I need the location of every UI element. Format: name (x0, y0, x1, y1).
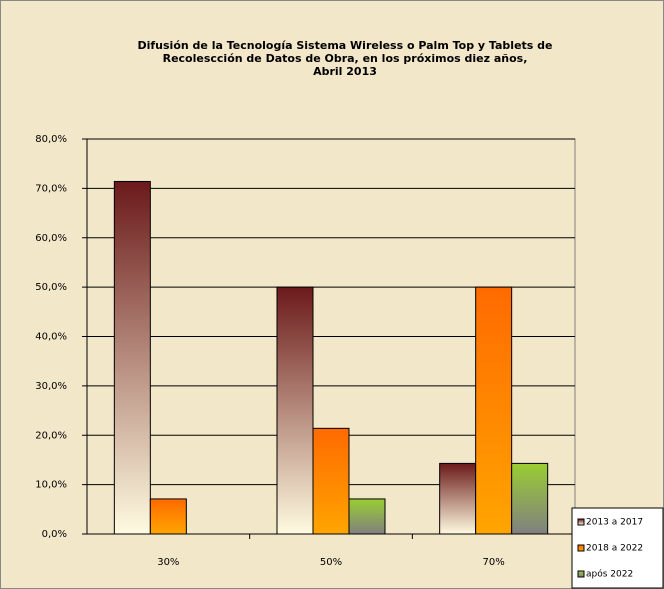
legend-label: 2013 a 2017 (586, 518, 643, 528)
bar (511, 462, 549, 535)
legend (571, 507, 664, 589)
bar (149, 498, 187, 535)
y-tick-label: 10,0% (35, 480, 67, 491)
y-tick-label: 80,0% (35, 134, 67, 145)
bar (348, 498, 386, 535)
bar (113, 180, 151, 535)
legend-label: 2018 a 2022 (586, 544, 643, 554)
x-tick-label: 70% (483, 557, 505, 568)
y-tick-label: 70,0% (35, 183, 67, 194)
chart-title: Recolescción de Datos de Obra, en los pr… (163, 52, 528, 65)
bar (439, 462, 477, 535)
legend-swatch (577, 518, 585, 526)
chart-title: Difusión de la Tecnología Sistema Wirele… (137, 39, 552, 52)
y-tick-label: 50,0% (35, 282, 67, 293)
legend-label: após 2022 (586, 569, 633, 580)
y-tick-label: 40,0% (35, 332, 67, 343)
chart-title: Abril 2013 (313, 65, 377, 78)
y-tick-label: 0,0% (42, 529, 67, 540)
bar (312, 427, 350, 535)
bar (276, 286, 314, 535)
legend-swatch (577, 544, 585, 552)
x-tick-label: 30% (157, 557, 179, 568)
legend-swatch (577, 570, 585, 578)
x-tick-label: 50% (320, 557, 342, 568)
y-tick-label: 30,0% (35, 381, 67, 392)
y-tick-label: 20,0% (35, 430, 67, 441)
bar (475, 286, 513, 535)
y-tick-label: 60,0% (35, 233, 67, 244)
